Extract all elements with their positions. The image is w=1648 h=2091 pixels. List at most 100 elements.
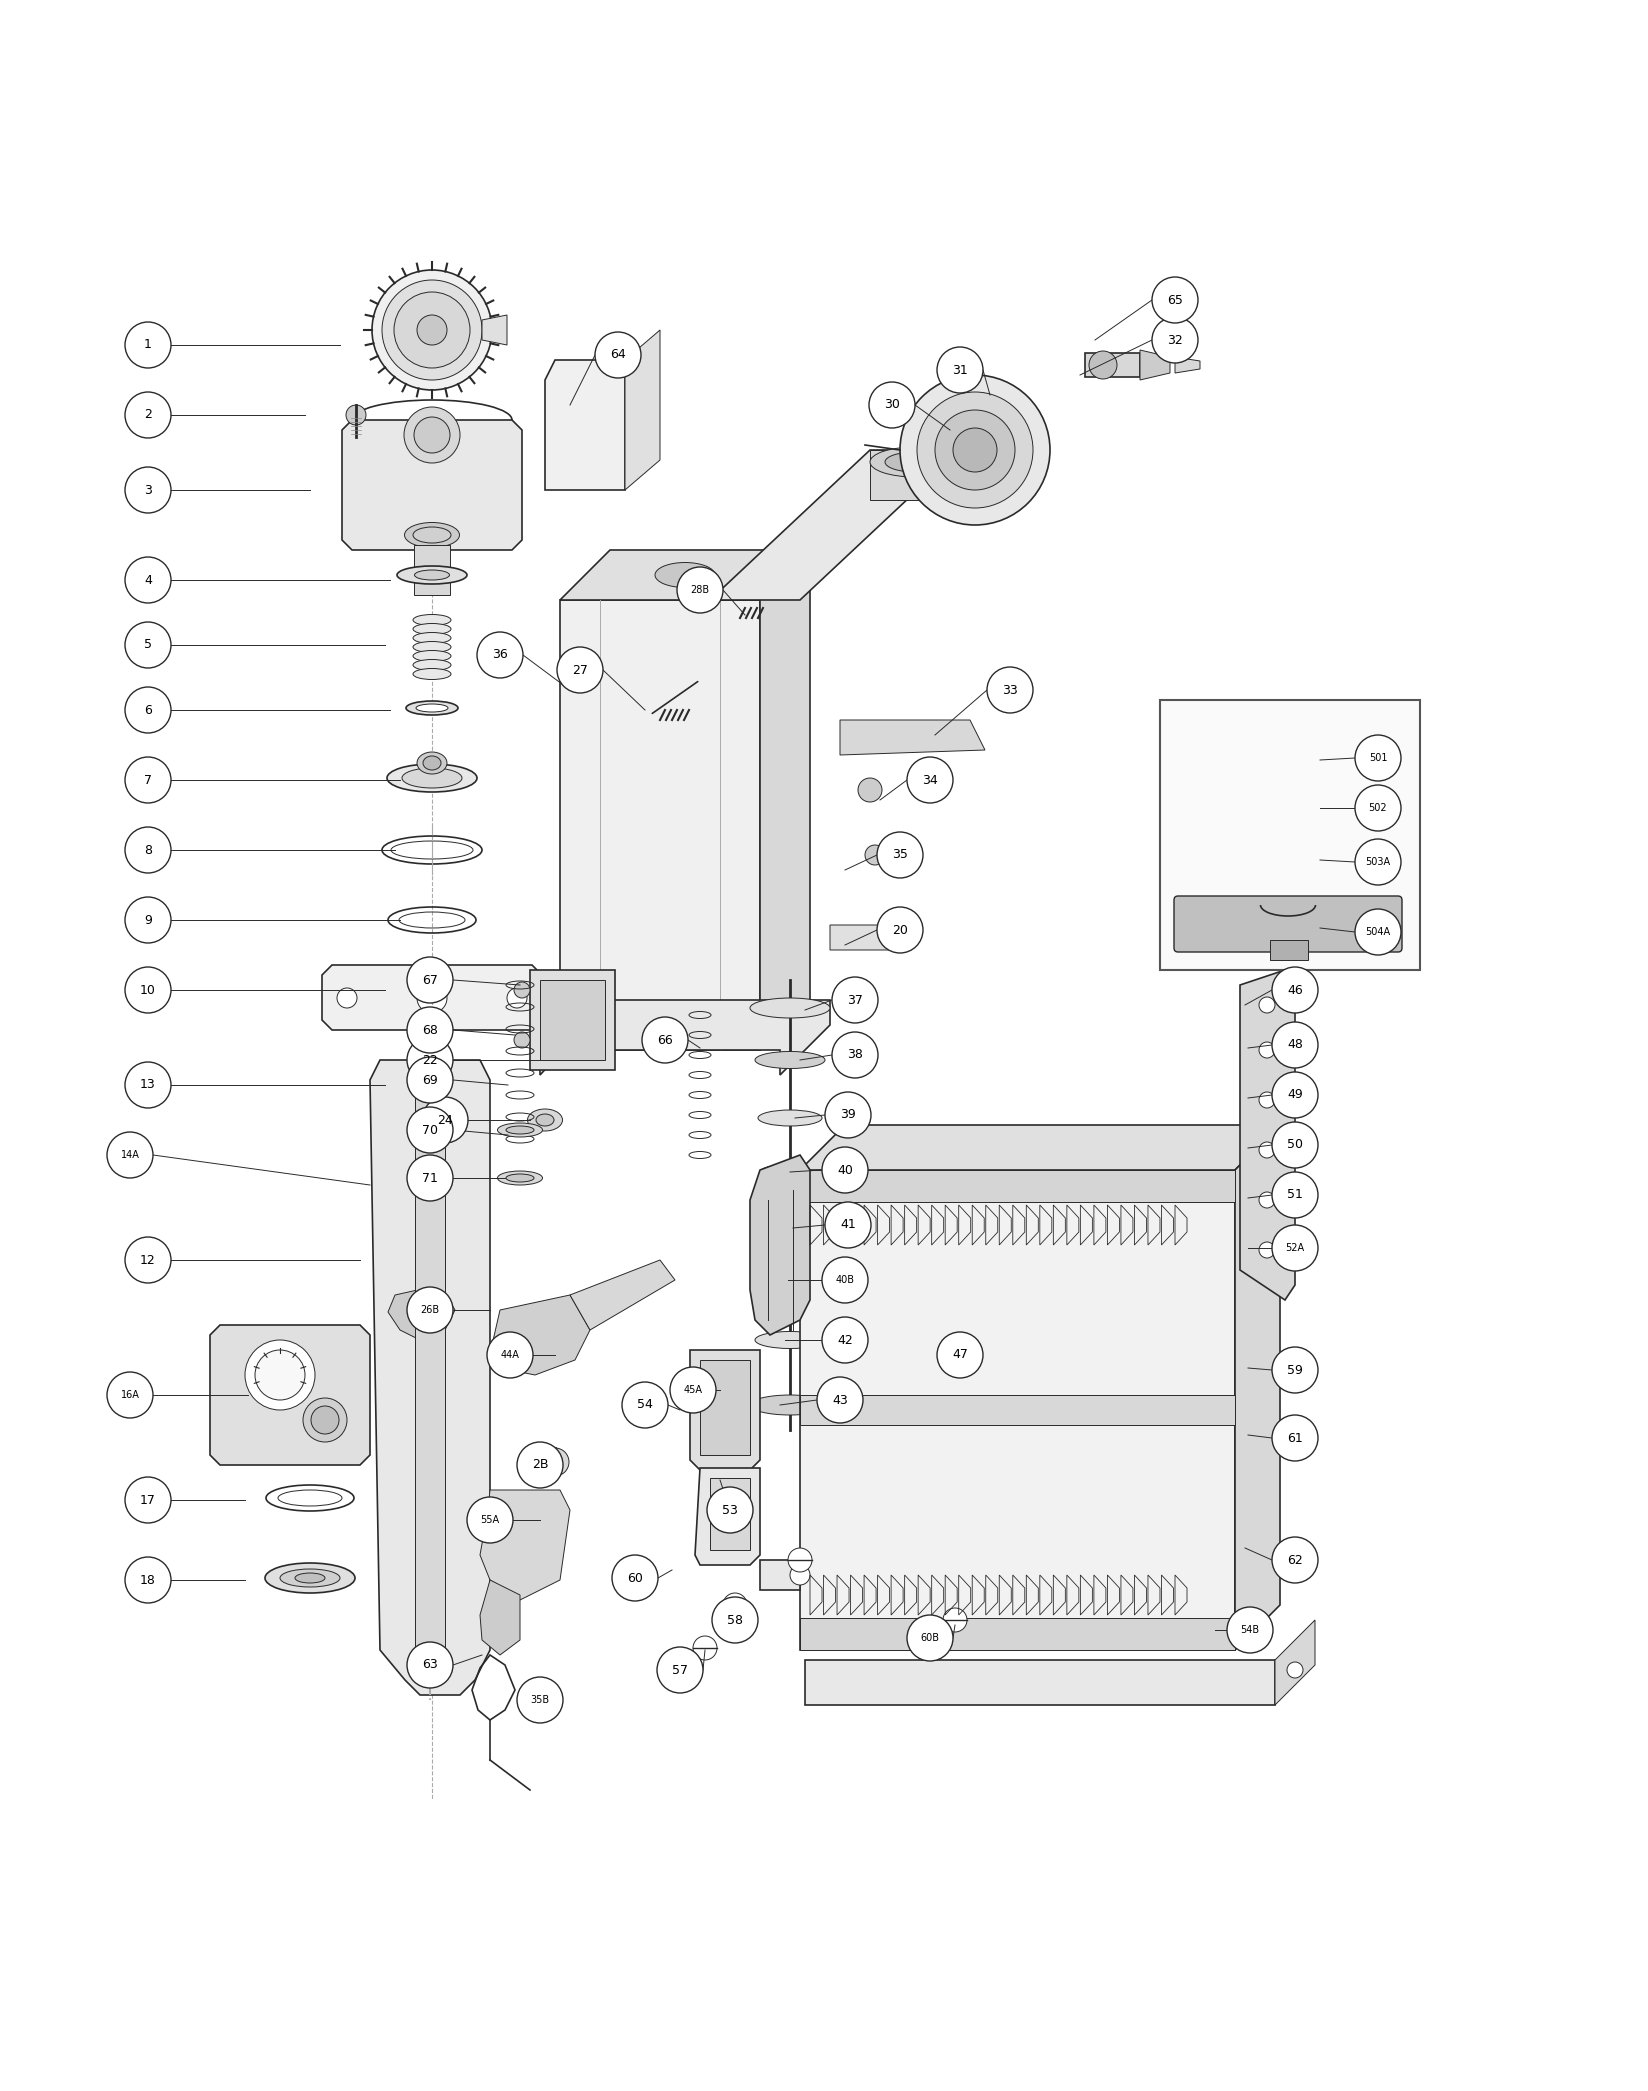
Circle shape	[859, 778, 882, 803]
Ellipse shape	[414, 650, 452, 661]
Circle shape	[125, 621, 171, 667]
Circle shape	[1259, 1242, 1276, 1259]
Circle shape	[1272, 1022, 1318, 1069]
Text: 2: 2	[143, 408, 152, 422]
Text: 57: 57	[672, 1664, 687, 1677]
Text: 52A: 52A	[1285, 1242, 1305, 1253]
Circle shape	[900, 374, 1050, 525]
Circle shape	[107, 1372, 153, 1418]
Circle shape	[1272, 966, 1318, 1012]
Text: 14A: 14A	[120, 1150, 140, 1161]
Polygon shape	[415, 1060, 445, 1650]
Text: 22: 22	[422, 1054, 438, 1066]
Text: 33: 33	[1002, 684, 1018, 696]
Ellipse shape	[536, 1115, 554, 1125]
Text: 12: 12	[140, 1253, 157, 1267]
Circle shape	[466, 1497, 513, 1543]
Polygon shape	[710, 1478, 750, 1549]
Polygon shape	[750, 1154, 811, 1334]
Polygon shape	[695, 1468, 760, 1564]
Text: 59: 59	[1287, 1363, 1304, 1376]
Polygon shape	[691, 1351, 760, 1470]
Text: 39: 39	[840, 1108, 855, 1121]
Ellipse shape	[397, 567, 466, 583]
Circle shape	[336, 989, 358, 1008]
Text: 3: 3	[143, 483, 152, 496]
Circle shape	[1228, 1608, 1272, 1654]
Circle shape	[125, 688, 171, 734]
Text: 38: 38	[847, 1048, 864, 1062]
Circle shape	[514, 983, 531, 997]
FancyBboxPatch shape	[1271, 941, 1309, 960]
Ellipse shape	[758, 1110, 822, 1125]
Circle shape	[125, 1476, 171, 1522]
Polygon shape	[480, 1581, 521, 1654]
Ellipse shape	[414, 527, 452, 544]
Ellipse shape	[415, 571, 450, 579]
Text: 49: 49	[1287, 1089, 1304, 1102]
Circle shape	[417, 983, 447, 1012]
Circle shape	[1272, 1171, 1318, 1217]
Text: 17: 17	[140, 1493, 157, 1506]
Ellipse shape	[527, 1108, 562, 1131]
Ellipse shape	[760, 1165, 821, 1179]
Circle shape	[1089, 351, 1117, 378]
Text: 24: 24	[437, 1115, 453, 1127]
Text: 65: 65	[1167, 293, 1183, 307]
Text: 502: 502	[1369, 803, 1388, 813]
Text: 64: 64	[610, 349, 626, 362]
Circle shape	[832, 976, 878, 1022]
Circle shape	[1355, 784, 1401, 830]
Ellipse shape	[417, 753, 447, 774]
Text: 34: 34	[923, 774, 938, 786]
Polygon shape	[321, 966, 542, 1031]
Circle shape	[1355, 910, 1401, 956]
Polygon shape	[560, 550, 811, 600]
Circle shape	[125, 466, 171, 512]
Text: 28B: 28B	[691, 585, 710, 596]
Circle shape	[938, 347, 982, 393]
Circle shape	[868, 383, 915, 429]
Ellipse shape	[498, 1123, 542, 1138]
Text: 58: 58	[727, 1614, 743, 1627]
Circle shape	[541, 1447, 569, 1476]
Polygon shape	[1140, 349, 1170, 381]
Polygon shape	[560, 600, 760, 1050]
Ellipse shape	[405, 700, 458, 715]
Text: 43: 43	[832, 1393, 847, 1407]
Circle shape	[125, 828, 171, 874]
Ellipse shape	[377, 1240, 488, 1271]
Circle shape	[953, 429, 997, 473]
Ellipse shape	[414, 642, 452, 652]
Ellipse shape	[414, 631, 452, 644]
Circle shape	[934, 410, 1015, 489]
Text: 67: 67	[422, 974, 438, 987]
Circle shape	[707, 1487, 753, 1533]
Text: 54B: 54B	[1241, 1625, 1259, 1635]
Polygon shape	[799, 1618, 1234, 1650]
Text: 69: 69	[422, 1073, 438, 1087]
Ellipse shape	[414, 669, 452, 680]
Circle shape	[303, 1399, 348, 1443]
Text: 4: 4	[143, 573, 152, 585]
Text: 35B: 35B	[531, 1696, 549, 1704]
Circle shape	[1259, 1041, 1276, 1058]
Text: 37: 37	[847, 993, 864, 1006]
Polygon shape	[799, 1171, 1234, 1650]
Text: 503A: 503A	[1366, 857, 1391, 868]
Circle shape	[107, 1131, 153, 1177]
Circle shape	[789, 1564, 811, 1585]
Circle shape	[394, 293, 470, 368]
Text: 45A: 45A	[684, 1384, 702, 1395]
Circle shape	[407, 1037, 453, 1083]
Polygon shape	[480, 1491, 570, 1600]
Ellipse shape	[295, 1572, 325, 1583]
Circle shape	[508, 989, 527, 1008]
Text: 53: 53	[722, 1503, 738, 1516]
Circle shape	[877, 907, 923, 953]
Circle shape	[125, 757, 171, 803]
Ellipse shape	[414, 659, 452, 671]
Text: 26B: 26B	[420, 1305, 440, 1315]
Circle shape	[826, 1092, 872, 1138]
Ellipse shape	[414, 615, 452, 625]
